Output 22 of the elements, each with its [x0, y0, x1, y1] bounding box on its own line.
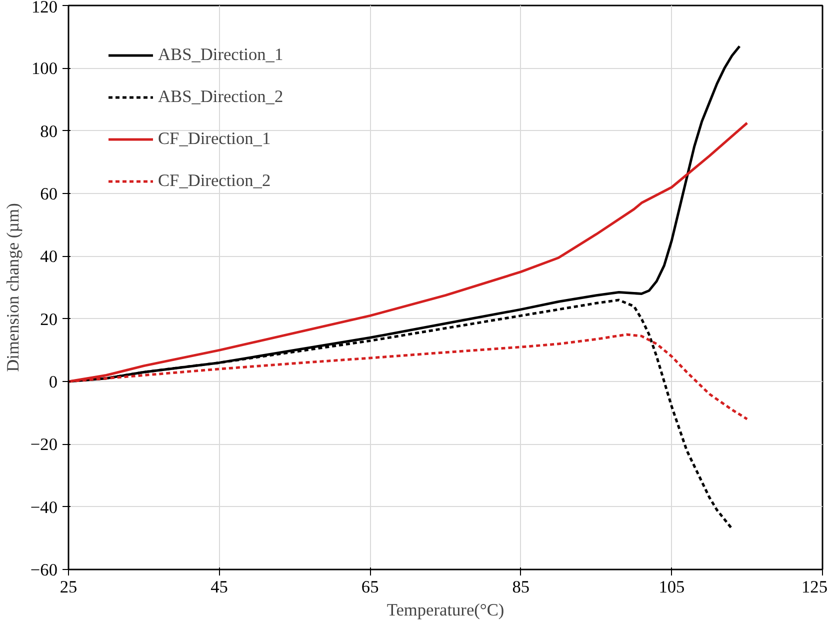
y-tick-label: −60 [30, 560, 58, 580]
y-tick-label: 80 [40, 122, 58, 141]
legend-label: ABS_Direction_1 [158, 45, 284, 65]
x-tick-label: 105 [658, 578, 685, 596]
x-axis-title: Temperature(°C) [386, 600, 504, 620]
y-tick-label: −40 [30, 498, 58, 517]
x-tick-label: 85 [512, 578, 530, 596]
x-tick-label: 25 [60, 578, 78, 596]
y-tick-label: 20 [40, 310, 58, 329]
y-tick-label: 120 [32, 0, 58, 16]
x-tick-label: 65 [361, 578, 379, 596]
y-axis-title: Dimension change (µm) [3, 202, 22, 372]
y-tick-label: 100 [32, 59, 58, 78]
x-tick-label: 45 [210, 578, 228, 596]
x-tick-label: 125 [802, 578, 827, 596]
y-tick-label: 60 [40, 184, 58, 204]
y-tick-label: −20 [30, 435, 58, 454]
legend-label: CF_Direction_1 [158, 129, 271, 149]
legend-label: CF_Direction_2 [158, 171, 271, 191]
legend-label: ABS_Direction_2 [158, 87, 284, 107]
y-tick-label: 40 [40, 247, 58, 266]
y-tick-label: 0 [48, 372, 58, 392]
